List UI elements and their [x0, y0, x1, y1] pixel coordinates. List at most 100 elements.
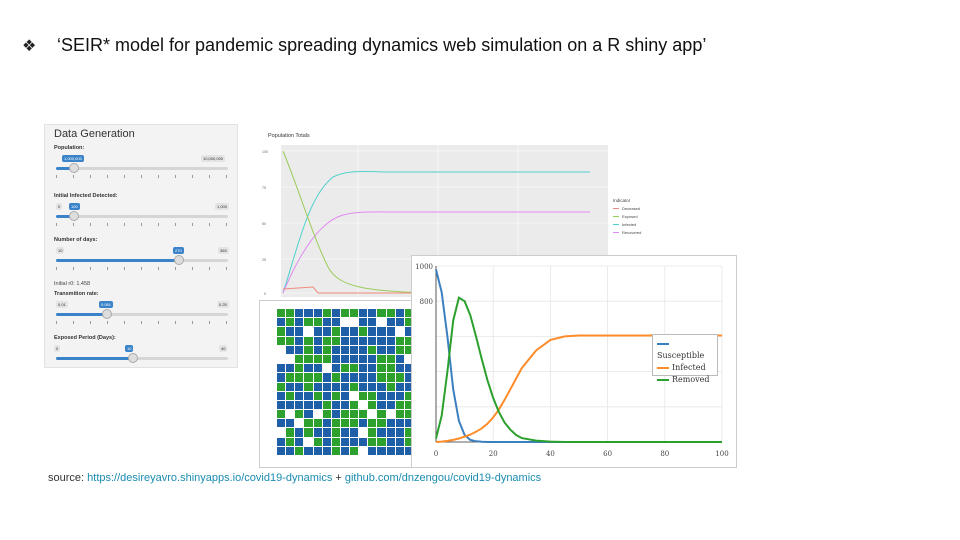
infected-slider[interactable] [56, 211, 228, 221]
grid-cell [313, 410, 322, 419]
source-link-github[interactable]: github.com/dnzengou/covid19-dynamics [344, 472, 542, 484]
legend-item-exposed: Exposed [613, 213, 641, 221]
grid-cell [322, 428, 331, 437]
grid-cell [368, 364, 377, 373]
exposed-value-tag: 10 [125, 345, 134, 352]
source-link-shinyapps[interactable]: https://desireyavro.shinyapps.io/covid19… [87, 472, 333, 484]
grid-cell [295, 437, 304, 446]
cell-grid [277, 309, 413, 455]
grid-cell [331, 428, 340, 437]
exposed-curve [282, 150, 439, 294]
population-chart-legend: Indicator Deceased Exposed Infected Reco… [613, 197, 641, 237]
grid-cell [368, 437, 377, 446]
grid-cell [386, 446, 395, 455]
grid-cell [295, 410, 304, 419]
grid-cell [304, 345, 313, 354]
grid-cell [322, 437, 331, 446]
grid-cell [340, 318, 350, 327]
grid-cell [286, 410, 295, 419]
sir-x-tick-label: 20 [489, 450, 498, 458]
days-label: Number of days: [54, 237, 98, 243]
sir-y-tick-label: 1000 [415, 263, 433, 271]
grid-cell [386, 419, 395, 428]
grid-cell [350, 400, 359, 410]
grid-cell [368, 410, 377, 419]
grid-cell [377, 382, 386, 391]
grid-cell [286, 382, 295, 391]
grid-cell [340, 419, 350, 428]
grid-cell [313, 318, 322, 327]
exposed-label: Exposed Period (Days): [54, 335, 116, 341]
grid-cell [359, 382, 368, 391]
grid-cell [331, 410, 340, 419]
exposed-slider-handle[interactable] [128, 353, 138, 363]
grid-cell [340, 327, 350, 336]
transmission-slider-handle[interactable] [102, 309, 112, 319]
exposed-slider[interactable] [56, 353, 228, 363]
grid-cell [313, 391, 322, 400]
grid-cell [404, 345, 413, 354]
sir-x-tick-label: 0 [434, 450, 438, 458]
grid-cell [322, 382, 331, 391]
days-slider-handle[interactable] [174, 255, 184, 265]
grid-cell [277, 419, 286, 428]
grid-cell [340, 336, 350, 345]
grid-cell [295, 364, 304, 373]
grid-cell [350, 428, 359, 437]
grid-cell [331, 336, 340, 345]
legend-item-recovered: Recovered [613, 229, 641, 237]
sir-chart: 0 20 40 60 80 100 1000 800 Susceptible Infected… [411, 255, 737, 468]
pop-y-tick-50: 50 [262, 222, 266, 226]
grid-cell [295, 354, 304, 364]
grid-cell [304, 327, 313, 336]
grid-cell [331, 309, 340, 318]
infected-slider-handle[interactable] [69, 211, 79, 221]
sir-series-infected [435, 334, 722, 443]
grid-cell [313, 373, 322, 382]
grid-cell [368, 345, 377, 354]
grid-cell [277, 327, 286, 336]
grid-cell [404, 309, 413, 318]
days-ticks [56, 267, 228, 270]
grid-cell [359, 309, 368, 318]
grid-cell [331, 318, 340, 327]
sir-x-tick-label: 40 [546, 450, 555, 458]
grid-cell [368, 428, 377, 437]
grid-cell [350, 345, 359, 354]
transmission-ticks [56, 321, 228, 324]
grid-cell [286, 428, 295, 437]
days-slider[interactable] [56, 255, 228, 265]
grid-cell [340, 373, 350, 382]
grid-cell [359, 364, 368, 373]
grid-cell [359, 437, 368, 446]
grid-cell [359, 336, 368, 345]
grid-cell [295, 309, 304, 318]
population-slider-handle[interactable] [69, 163, 79, 173]
source-separator: + [332, 472, 345, 484]
grid-cell [304, 318, 313, 327]
grid-cell [277, 437, 286, 446]
grid-cell [350, 446, 359, 455]
grid-cell [340, 309, 350, 318]
grid-cell [322, 364, 331, 373]
pop-y-tick-75: 75 [262, 186, 266, 190]
grid-cell [395, 391, 404, 400]
grid-cell [304, 309, 313, 318]
grid-cell [322, 391, 331, 400]
grid-cell [286, 446, 295, 455]
grid-cell [286, 419, 295, 428]
grid-cell [277, 391, 286, 400]
grid-cell [331, 345, 340, 354]
grid-cell [395, 446, 404, 455]
grid-cell [395, 382, 404, 391]
infected-ticks [56, 223, 228, 226]
grid-cell [404, 336, 413, 345]
population-slider[interactable] [56, 163, 228, 173]
grid-cell [386, 400, 395, 410]
sir-x-tick-label: 100 [715, 450, 728, 458]
infected-label: Initial Infected Detected: [54, 193, 118, 199]
grid-cell [286, 318, 295, 327]
transmission-slider[interactable] [56, 309, 228, 319]
grid-cell [350, 419, 359, 428]
grid-cell [404, 419, 413, 428]
